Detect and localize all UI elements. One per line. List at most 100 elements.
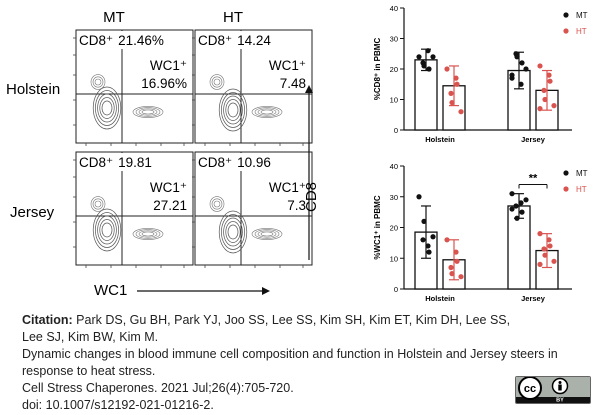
data-point (448, 90, 454, 96)
contour-ring (251, 106, 283, 118)
y-axis-label: %WC1⁺ in PBMC (373, 195, 382, 259)
col-label-ht: HT (223, 9, 243, 26)
citation-doi[interactable]: doi: 10.1007/s12192-021-01216-2. (22, 398, 214, 412)
row-label-jersey: Jersey (10, 204, 55, 221)
wc1-value: 27.21 (153, 198, 187, 213)
y-tick-label: 40 (390, 4, 398, 13)
x-category-label: Holstein (425, 294, 455, 303)
contour-ring (92, 208, 122, 252)
cd8-prefix: CD8⁺ (198, 33, 232, 48)
legend-marker (563, 12, 569, 18)
contour-ring (97, 215, 117, 245)
contour-ring (97, 93, 117, 123)
y-axis-label: %CD8⁺ in PBMC (373, 38, 382, 101)
y-tick-label: 30 (390, 35, 398, 44)
data-point (416, 194, 422, 200)
y-tick-label: 0 (394, 126, 398, 135)
data-point (514, 54, 520, 60)
contour-ring (218, 88, 248, 132)
contour-ring (132, 228, 164, 240)
contour-ring (138, 108, 158, 116)
data-point (453, 249, 459, 255)
contour-ring (135, 107, 161, 117)
legend-label: HT (576, 27, 587, 36)
contour-ring (94, 200, 102, 208)
contour-ring (211, 198, 223, 210)
cd8-quadrant-label: CD8⁺ 21.46% (79, 33, 164, 48)
wc1-value: 7.3 (287, 198, 306, 213)
contour-ring (135, 229, 161, 239)
contour-ring (227, 224, 239, 240)
contour-ring (141, 231, 155, 237)
cd8-quadrant-label: CD8⁺ 19.81 (79, 155, 152, 170)
data-point (458, 274, 464, 280)
citation-line-1: Citation: Park DS, Gu BH, Park YJ, Joo S… (22, 313, 510, 327)
legend-marker (563, 28, 569, 34)
data-point (426, 249, 432, 255)
data-point (430, 54, 436, 60)
contour-ring (223, 217, 243, 247)
data-point (551, 258, 557, 264)
wc1-prefix: WC1⁺ (269, 58, 306, 73)
data-point (421, 63, 427, 69)
data-point (421, 218, 427, 224)
contour-ring (260, 109, 274, 115)
contour-ring (221, 214, 245, 250)
y-tick-label: 10 (390, 254, 398, 263)
data-point (509, 206, 515, 212)
data-point (425, 243, 431, 249)
data-point (519, 60, 525, 66)
cc-logo-icon (518, 377, 542, 400)
data-point (513, 203, 519, 209)
data-point (547, 243, 553, 249)
contour-ring (257, 230, 277, 238)
wc1-value: 16.96% (141, 76, 187, 91)
contour-ring (92, 198, 104, 210)
cd8-quadrant-label: CD8⁺ 10.96 (198, 155, 271, 170)
data-point (514, 215, 520, 221)
legend-marker (563, 186, 569, 192)
data-point (426, 66, 432, 72)
data-point (537, 106, 543, 112)
legend-label: HT (576, 185, 587, 194)
data-point (537, 63, 543, 69)
citation-title-1: Dynamic changes in blood immune cell com… (22, 347, 558, 361)
legend-label: MT (576, 11, 588, 20)
data-point (509, 72, 515, 78)
contour-ring (138, 230, 158, 238)
contour-ring (225, 221, 241, 243)
citation-journal: Cell Stress Chaperones. 2021 Jul;26(4):7… (22, 381, 294, 395)
cc-by-license-badge[interactable]: cc BY (515, 376, 591, 404)
col-label-mt: MT (103, 9, 125, 26)
x-arrow-head-icon (262, 287, 270, 295)
wc1-prefix: WC1⁺ (150, 180, 187, 195)
contour-ring (260, 231, 274, 237)
flow-panel-jersey-mt: CD8⁺ 19.81 WC1⁺ 27.21 (73, 151, 194, 268)
y-tick-label: 40 (390, 162, 398, 171)
contour-ring (227, 102, 239, 118)
cd8-value: 14.24 (237, 33, 271, 48)
data-point (518, 200, 524, 206)
figure-canvas: MT HT Holstein Jersey CD8⁺ 21.46% WC1⁺ 16.9… (6, 4, 588, 303)
data-point (537, 231, 543, 237)
x-category-label: Jersey (521, 135, 546, 144)
y-tick-label: 0 (394, 285, 398, 294)
flow-panel-holstein-mt: CD8⁺ 21.46% WC1⁺ 16.96% (73, 29, 194, 146)
wc1-value: 7.48 (280, 76, 306, 91)
contour-ring (221, 92, 245, 128)
data-point (449, 271, 455, 277)
contour-ring (213, 78, 221, 86)
data-point (519, 209, 525, 215)
flow-x-axis-label: WC1 (94, 282, 127, 299)
data-point (547, 78, 553, 84)
cd8-value: 10.96 (237, 155, 271, 170)
data-point (444, 237, 450, 243)
data-point (551, 103, 557, 109)
data-point (449, 99, 455, 106)
contour-ring (99, 97, 115, 119)
contour-ring (92, 86, 122, 130)
data-point (430, 234, 436, 240)
contour-ring (90, 196, 106, 212)
cd8-value: 19.81 (118, 155, 152, 170)
contour-ring (101, 100, 113, 116)
